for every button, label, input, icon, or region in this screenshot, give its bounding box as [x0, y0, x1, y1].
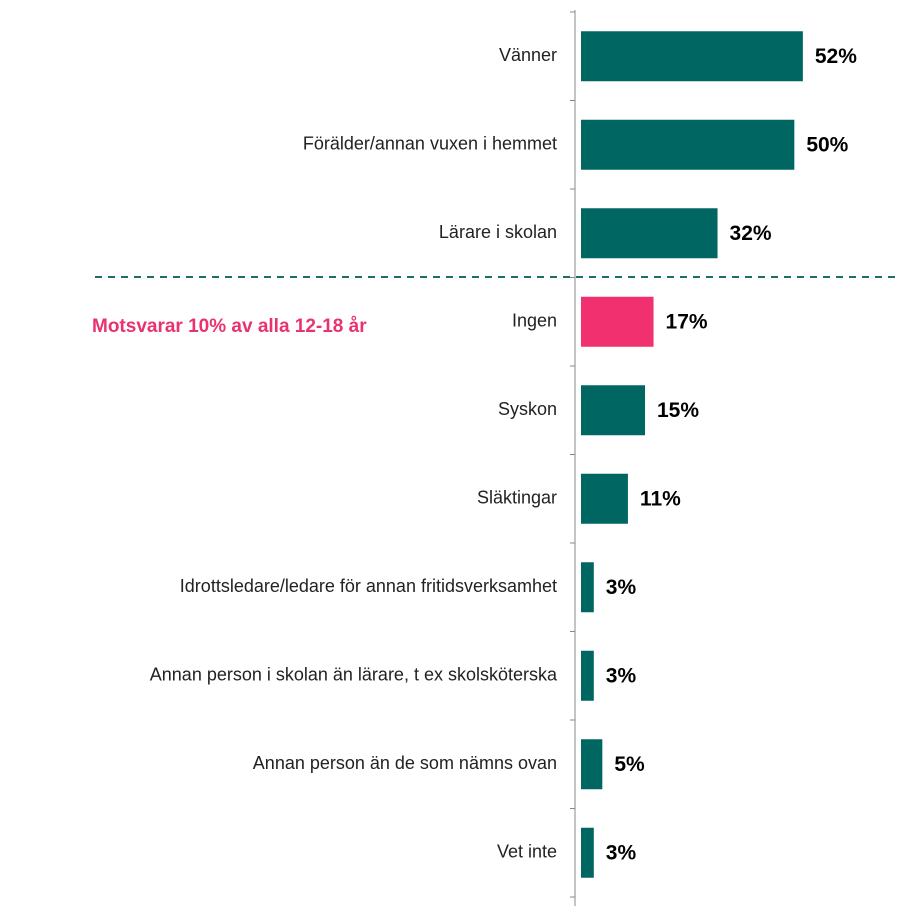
bar — [581, 385, 645, 436]
bar — [581, 739, 603, 790]
category-label: Vänner — [499, 45, 557, 65]
bar — [581, 296, 654, 347]
annotation: Motsvarar 10% av alla 12-18 år — [92, 316, 367, 337]
category-label: Förälder/annan vuxen i hemmet — [303, 134, 557, 154]
value-label: 17% — [666, 310, 708, 333]
category-label: Vet inte — [497, 842, 557, 862]
value-label: 52% — [815, 45, 857, 68]
bar — [581, 119, 795, 170]
bar — [581, 562, 594, 613]
category-label: Ingen — [512, 311, 557, 331]
bar — [581, 827, 594, 878]
bar — [581, 208, 718, 259]
value-label: 5% — [614, 753, 645, 776]
bar — [581, 650, 594, 701]
value-label: 32% — [730, 222, 772, 245]
category-label: Släktingar — [477, 488, 557, 508]
bar — [581, 31, 803, 82]
value-label: 15% — [657, 399, 699, 422]
value-label: 3% — [606, 576, 637, 599]
category-label: Idrottsledare/ledare för annan fritidsve… — [180, 576, 557, 596]
value-label: 3% — [606, 841, 637, 864]
category-label: Annan person i skolan än lärare, t ex sk… — [150, 665, 558, 685]
value-label: 11% — [640, 487, 681, 510]
category-label: Syskon — [498, 399, 557, 419]
category-label: Lärare i skolan — [439, 222, 557, 242]
value-label: 3% — [606, 664, 637, 687]
value-label: 50% — [806, 133, 848, 156]
category-label: Annan person än de som nämns ovan — [253, 753, 557, 773]
bar — [581, 473, 628, 524]
